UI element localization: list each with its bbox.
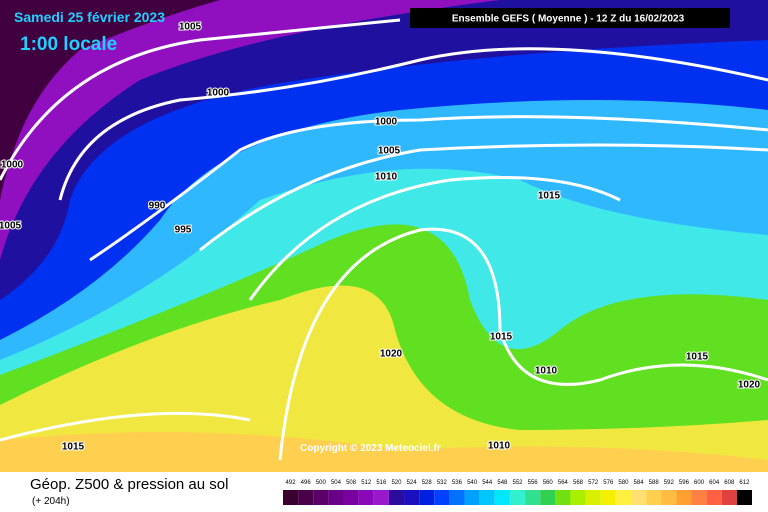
scale-swatch — [509, 490, 526, 505]
isobar-label: 1015 — [538, 191, 561, 202]
scale-label: 544 — [482, 480, 493, 486]
scale-swatch — [449, 490, 465, 505]
scale-label: 596 — [679, 480, 690, 486]
isobar-label: 1015 — [686, 352, 709, 363]
scale-label: 528 — [422, 480, 433, 486]
scale-label: 500 — [316, 480, 327, 486]
scale-label: 556 — [528, 480, 539, 486]
scale-swatch — [706, 490, 722, 505]
scale-label: 580 — [618, 480, 629, 486]
scale-label: 604 — [709, 480, 720, 486]
scale-swatch — [570, 490, 586, 505]
scale-label: 592 — [664, 480, 675, 486]
scale-label: 568 — [573, 480, 584, 486]
scale-swatch — [661, 490, 677, 505]
scale-swatch — [615, 490, 631, 505]
scale-swatch — [691, 490, 707, 505]
scale-label: 612 — [739, 480, 750, 486]
scale-swatch — [283, 490, 299, 505]
scale-swatch — [328, 490, 344, 505]
header: Ensemble GEFS ( Moyenne ) - 12 Z du 16/0… — [452, 14, 685, 25]
scale-swatch — [600, 490, 616, 505]
isobar-label: 1000 — [207, 88, 230, 99]
isobar-label: 1010 — [535, 366, 558, 377]
scale-swatch — [358, 490, 374, 505]
scale-swatch — [434, 490, 450, 505]
isobar-label: 1020 — [738, 380, 761, 391]
scale-swatch — [313, 490, 329, 505]
isobar-label: 995 — [175, 225, 192, 236]
scale-label: 600 — [694, 480, 705, 486]
header-box — [410, 8, 730, 28]
scale-swatch — [736, 490, 752, 505]
scale-swatch — [298, 490, 314, 505]
scale-swatch — [464, 490, 480, 505]
scale-label: 532 — [437, 480, 448, 486]
scale-label: 524 — [407, 480, 418, 486]
scale-label: 516 — [376, 480, 387, 486]
isobar-label: 1010 — [488, 441, 511, 452]
scale-label: 496 — [301, 480, 312, 486]
map-background — [0, 0, 768, 472]
scale-swatch — [373, 490, 389, 505]
scale-label: 540 — [467, 480, 478, 486]
copyright: Copyright © 2023 Meteociel.fr — [300, 443, 441, 454]
scale-label: 512 — [361, 480, 372, 486]
scale-swatch — [343, 490, 359, 505]
isobar-label: 1015 — [62, 442, 85, 453]
map-title: Samedi 25 février 2023 — [14, 9, 165, 25]
scale-swatch — [630, 490, 647, 505]
scale-swatch — [676, 490, 692, 505]
scale-swatch — [585, 490, 601, 505]
scale-label: 564 — [558, 480, 569, 486]
isobar-label: 1020 — [380, 349, 403, 360]
isobar-label: 990 — [149, 201, 166, 212]
isobar-label: 1005 — [0, 221, 22, 232]
scale-swatch — [555, 490, 571, 505]
scale-swatch — [646, 490, 662, 505]
scale-label: 576 — [603, 480, 614, 486]
scale-label: 552 — [512, 480, 523, 486]
isobar-label: 1000 — [1, 160, 24, 171]
map-subtitle: 1:00 locale — [20, 34, 117, 55]
scale-label: 520 — [391, 480, 402, 486]
scale-swatch — [494, 490, 510, 505]
scale-swatch — [721, 490, 737, 505]
footer-title: Géop. Z500 & pression au sol — [30, 476, 228, 493]
scale-swatch — [404, 490, 420, 505]
scale-swatch — [479, 490, 495, 505]
scale-label: 584 — [634, 480, 645, 486]
isobar-label: 1005 — [179, 22, 202, 33]
scale-label: 508 — [346, 480, 357, 486]
scale-label: 560 — [543, 480, 554, 486]
isobar-label: 1010 — [375, 172, 398, 183]
scale-label: 536 — [452, 480, 463, 486]
scale-label: 588 — [649, 480, 660, 486]
isobar-label: 1005 — [378, 146, 401, 157]
scale-swatch — [525, 490, 541, 505]
footer-lead: (+ 204h) — [32, 496, 70, 507]
scale-label: 608 — [724, 480, 735, 486]
isobar-label: 1015 — [490, 332, 513, 343]
scale-label: 548 — [497, 480, 508, 486]
scale-swatch — [419, 490, 435, 505]
scale-swatch — [388, 490, 405, 505]
scale-label: 492 — [286, 480, 297, 486]
scale-label: 572 — [588, 480, 599, 486]
scale-label: 504 — [331, 480, 342, 486]
scale-swatch — [540, 490, 556, 505]
isobar-label: 1000 — [375, 117, 398, 128]
